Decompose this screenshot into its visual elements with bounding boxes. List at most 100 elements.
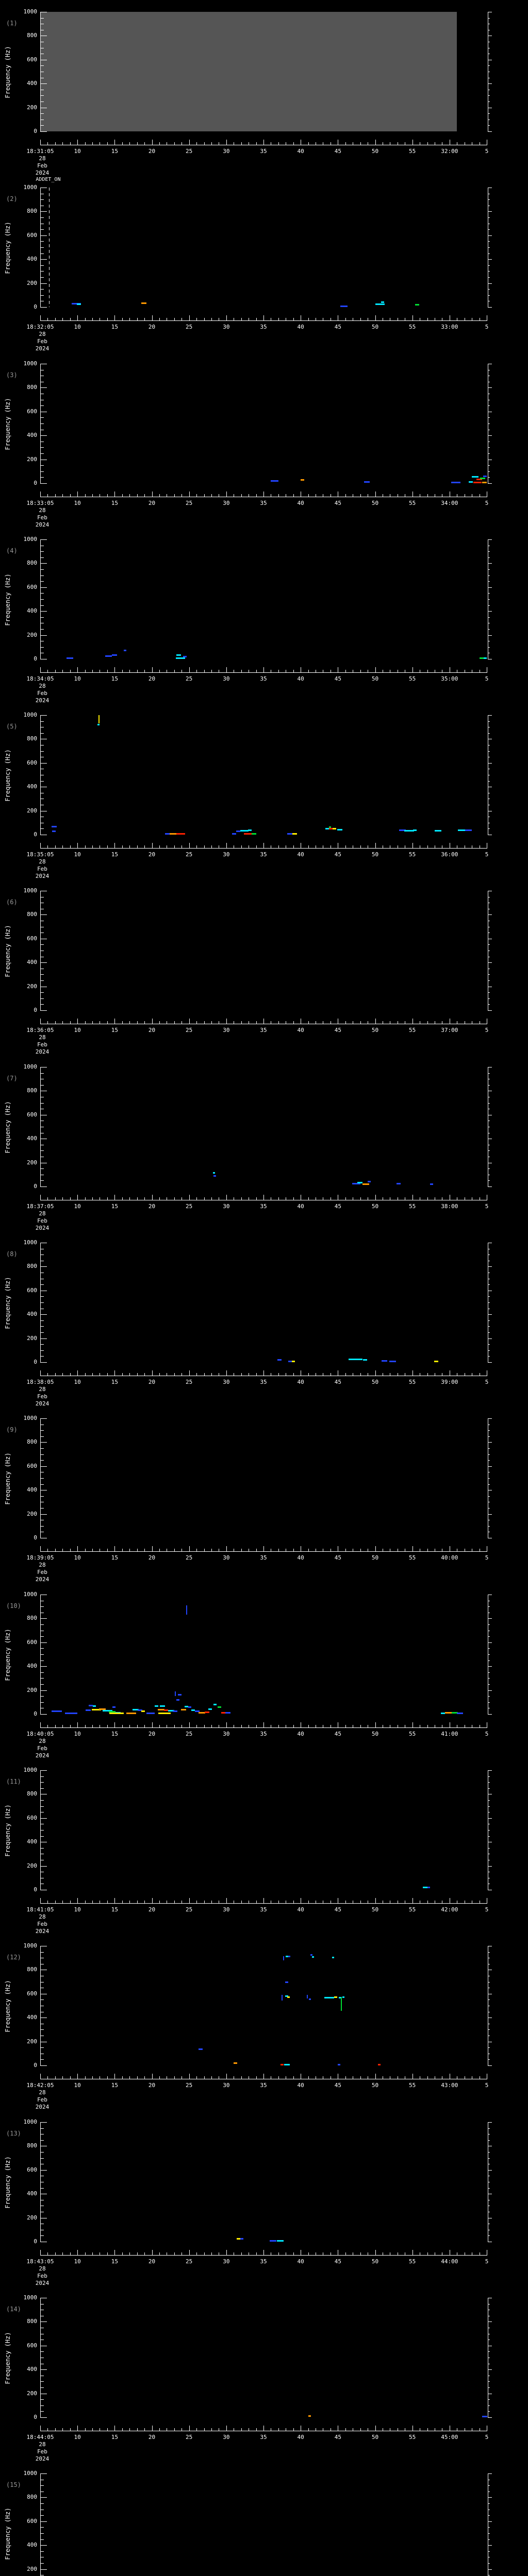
colorbar-tick xyxy=(488,295,490,296)
spectrogram-mark xyxy=(51,825,57,827)
spectrogram-mark xyxy=(352,1183,360,1185)
spectrogram-mark xyxy=(188,1706,191,1708)
y-tick-label: 800 xyxy=(27,735,37,742)
x-tick xyxy=(293,2428,294,2431)
x-tick xyxy=(62,1901,63,1903)
x-tick-label: 25 xyxy=(186,851,193,858)
y-tick xyxy=(41,1084,44,1086)
x-tick-label: 55 xyxy=(409,2082,416,2089)
y-tick xyxy=(41,18,44,19)
x-axis-line xyxy=(40,848,487,849)
x-tick xyxy=(263,1370,264,1376)
y-tick xyxy=(41,2321,47,2323)
spectrogram-panel: (14) Frequency (Hz) 0 200 400 600 800 1000 18:44… xyxy=(0,2286,528,2462)
y-tick xyxy=(41,235,47,236)
x-tick xyxy=(55,142,56,145)
x-tick-label: 30 xyxy=(223,1906,230,1913)
colorbar-tick xyxy=(488,1436,490,1437)
y-axis-line xyxy=(40,1243,41,1363)
x-tick xyxy=(92,1725,93,1727)
y-tick xyxy=(41,2059,44,2060)
x-tick xyxy=(174,2076,175,2079)
x-tick xyxy=(375,1722,376,1727)
x-tick xyxy=(137,1549,138,1551)
colorbar-tick xyxy=(488,998,490,999)
x-tick-label: 50 xyxy=(371,1379,379,1385)
x-tick xyxy=(92,845,93,848)
y-tick-label: 1000 xyxy=(23,536,38,543)
y-tick-label: 0 xyxy=(34,1710,37,1717)
x-tick xyxy=(226,843,227,848)
y-tick-label: 200 xyxy=(27,2038,37,2045)
x-tick xyxy=(256,1549,257,1551)
x-tick xyxy=(375,492,376,497)
colorbar-tick xyxy=(488,781,490,782)
x-tick-label: 35 xyxy=(260,1906,267,1913)
x-tick-label: 41:00 xyxy=(441,1731,458,1737)
x-tick-label: 40 xyxy=(297,500,304,506)
x-tick xyxy=(40,1898,41,1903)
x-tick-label: 10 xyxy=(74,2434,81,2441)
spectrogram-mark xyxy=(413,829,417,832)
date-line: 28 xyxy=(39,2265,46,2272)
x-tick xyxy=(152,2426,153,2431)
x-tick xyxy=(47,1021,48,1024)
y-tick xyxy=(41,283,47,284)
x-tick xyxy=(47,2428,48,2431)
x-tick xyxy=(293,845,294,848)
spectrogram-mark xyxy=(291,1361,295,1362)
x-tick-label: 50 xyxy=(371,675,379,682)
spectrogram-mark xyxy=(301,479,305,481)
y-tick-label: 1000 xyxy=(23,711,38,718)
spectrogram-panel: (15)Frequency (Hz)0200400600800100018:45… xyxy=(0,2462,528,2576)
x-tick xyxy=(114,1370,116,1376)
y-axis-line xyxy=(40,891,41,1011)
colorbar-tick xyxy=(488,2569,492,2570)
x-tick xyxy=(129,1373,130,1376)
colorbar-tick xyxy=(488,423,490,424)
colorbar-tick xyxy=(488,2321,492,2323)
x-tick xyxy=(40,1546,41,1551)
colorbar-tick xyxy=(488,1508,490,1509)
spectrogram-mark xyxy=(277,1359,282,1361)
spectrogram-mark xyxy=(199,2048,203,2050)
x-tick xyxy=(122,845,123,848)
spectrogram-mark xyxy=(422,1887,430,1889)
x-tick xyxy=(427,1549,428,1551)
colorbar-tick xyxy=(488,762,492,764)
y-tick-label: 800 xyxy=(27,1966,37,1973)
colorbar-tick xyxy=(488,1800,490,1801)
y-tick-label: 200 xyxy=(27,1510,37,1517)
spectrogram-data-block xyxy=(40,12,457,131)
spectrogram-mark xyxy=(325,828,329,830)
x-tick-label: 40 xyxy=(297,148,304,155)
x-tick-label: 15 xyxy=(111,500,118,506)
x-tick-label: 15 xyxy=(111,675,118,682)
spectrogram-mark xyxy=(280,2064,284,2065)
x-tick xyxy=(129,1901,130,1903)
colorbar-tick xyxy=(488,1332,490,1333)
colorbar-tick xyxy=(488,1454,490,1455)
spectrogram-mark xyxy=(185,1705,189,1707)
x-tick xyxy=(308,845,309,848)
y-axis-title: Frequency (Hz) xyxy=(4,1980,11,2032)
panel-number: (4) xyxy=(6,547,18,554)
x-tick xyxy=(293,494,294,497)
y-tick xyxy=(41,241,44,242)
x-tick-label: 55 xyxy=(409,1203,416,1210)
colorbar-tick xyxy=(488,980,490,981)
x-tick xyxy=(70,318,71,320)
colorbar-tick xyxy=(488,611,492,612)
y-tick xyxy=(41,1454,44,1455)
x-tick-label: 10 xyxy=(74,148,81,155)
x-tick xyxy=(70,1901,71,1903)
y-axis-line xyxy=(40,1770,41,1890)
x-tick xyxy=(85,2428,86,2431)
colorbar-tick xyxy=(488,101,490,102)
y-tick-label: 200 xyxy=(27,2389,37,2397)
x-tick xyxy=(345,670,346,672)
x-axis-line xyxy=(40,1551,487,1552)
x-tick xyxy=(159,2428,160,2431)
x-tick xyxy=(211,1373,212,1376)
x-tick-label: 15 xyxy=(111,1906,118,1913)
